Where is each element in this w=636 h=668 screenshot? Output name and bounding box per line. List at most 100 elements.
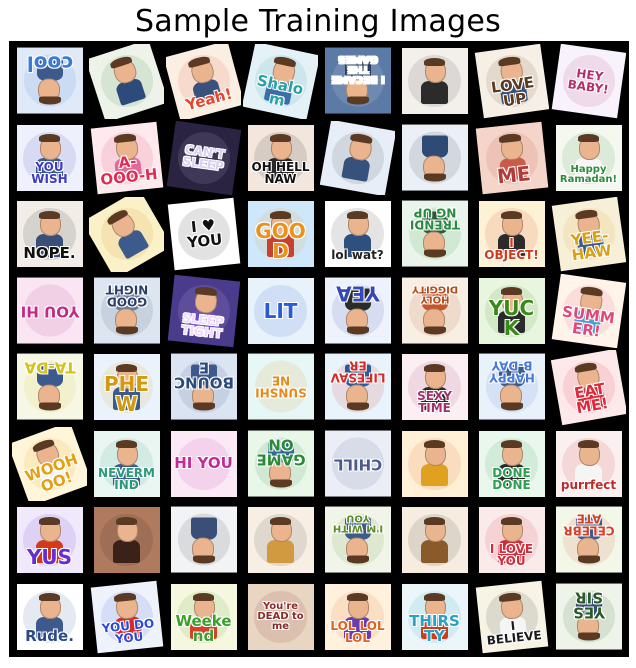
sample-image-tile: SEXY TIME — [397, 350, 472, 425]
sticker-image: Weekend — [170, 583, 237, 650]
sticker-image: cool — [16, 48, 83, 115]
sticker-image: A-OOO-H — [90, 121, 163, 194]
background-shape — [254, 590, 307, 643]
sticker-image: YOU WISH — [16, 124, 83, 191]
avatar-body — [344, 234, 371, 257]
sample-image-tile: HAPPY B-DAY — [474, 350, 549, 425]
sample-image-tile: YUCK — [474, 274, 549, 349]
sticker-caption: YEE-HAW — [569, 226, 613, 265]
sample-image-tile: SLEEP TIGHT — [166, 274, 241, 349]
avatar-body — [498, 463, 525, 487]
sticker-image: SUNSHINE — [247, 354, 314, 421]
sticker-image: You're DEAD to me — [247, 583, 314, 650]
avatar-hair — [269, 210, 292, 219]
avatar-hair — [115, 440, 138, 448]
avatar-hair — [423, 593, 446, 601]
avatar-hair — [423, 516, 446, 525]
sample-image-tile — [397, 121, 472, 196]
avatar-hair — [577, 134, 600, 142]
sticker-image: LOL LOL LOL — [324, 583, 391, 650]
sample-image-tile: LIT — [243, 274, 318, 349]
sticker-caption: HEY BABY! — [566, 66, 609, 97]
sticker-image — [401, 48, 468, 115]
avatar-hair — [38, 134, 61, 142]
sticker-image: TA-DA — [16, 354, 83, 421]
sticker-caption: NOPE. — [23, 244, 76, 263]
sample-image-tile: I BECAME THE GAMES — [320, 44, 395, 119]
sticker-caption: LIFESAVER — [330, 359, 385, 386]
avatar-body — [421, 387, 448, 410]
sample-image-tile: DONE DONE — [474, 427, 549, 502]
sticker-caption: HOLY DIGGITY — [411, 283, 458, 305]
sample-image-tile — [89, 44, 164, 119]
avatar-hair — [38, 210, 61, 219]
sticker-image: BOUNCE — [170, 354, 237, 421]
sticker-image: TRENDING UP — [401, 201, 468, 268]
sample-image-tile — [397, 503, 472, 578]
sticker-caption: GOOD — [255, 219, 306, 264]
avatar-hair — [346, 326, 369, 335]
avatar-hair — [577, 440, 600, 448]
sticker-caption: LIT — [263, 298, 298, 323]
sticker-caption: CELEBRATE — [562, 512, 615, 539]
sticker-caption: YOU DO YOU — [100, 615, 155, 646]
sticker-caption: NEVERMIND — [98, 465, 155, 492]
sticker-image — [401, 124, 468, 191]
sticker-image: YUCK — [478, 277, 545, 344]
sticker-caption: YUS — [26, 545, 73, 570]
sticker-image — [401, 507, 468, 574]
sticker-image: HAPPY B-DAY — [478, 354, 545, 421]
avatar-body — [113, 387, 140, 410]
sticker-image: YUS — [16, 507, 83, 574]
sticker-caption: YUCK — [488, 295, 535, 340]
avatar-hair — [423, 326, 446, 335]
avatar-body — [421, 540, 448, 563]
avatar-body — [36, 616, 63, 640]
sample-image-tile: lol wat? — [320, 197, 395, 272]
sample-image-tile: I LOVE YOU — [474, 503, 549, 578]
sample-image-tile: purrfect — [551, 427, 626, 502]
avatar-body — [344, 616, 371, 640]
sample-image-tile: ME — [474, 121, 549, 196]
sticker-caption: CAN'T SLEEP — [181, 142, 226, 174]
sticker-image: I LOVE YOU — [478, 507, 545, 574]
sticker-image: GAME ON — [247, 430, 314, 497]
sticker-image: SUMMER! — [551, 273, 626, 348]
sticker-image: Yeah! — [166, 44, 241, 119]
sample-image-tile: GOOD NIGHT — [89, 274, 164, 349]
sticker-image: YES SIR — [555, 583, 622, 650]
sample-image-tile: TRENDING UP — [397, 197, 472, 272]
sticker-image — [320, 120, 395, 195]
avatar-hair — [38, 593, 61, 601]
sticker-image — [89, 44, 164, 119]
sample-image-tile: cool — [12, 44, 87, 119]
sample-image-tile: Happy Ramadan! — [551, 121, 626, 196]
avatar-body — [421, 81, 448, 104]
avatar-body — [267, 234, 294, 257]
sticker-caption: A-OOO-H — [99, 151, 158, 189]
sample-image-tile: HEY BABY! — [551, 44, 626, 119]
sticker-image: YEA — [324, 277, 391, 344]
sticker-caption: LOL LOL LOL — [330, 618, 385, 645]
sticker-image: YEE-HAW — [551, 197, 626, 272]
sticker-caption: Weekend — [175, 611, 232, 645]
avatar-hair — [423, 440, 446, 448]
sample-image-tile: Weekend — [166, 580, 241, 655]
avatar-body — [113, 463, 140, 487]
sample-image-tile — [89, 503, 164, 578]
avatar-body — [113, 540, 140, 563]
sticker-image: I ♥ YOU — [167, 198, 240, 271]
sticker-image: OH HELL NAW — [247, 124, 314, 191]
sticker-caption: You're DEAD to me — [257, 600, 304, 632]
sticker-image: HEY BABY! — [551, 44, 626, 119]
sample-image-tile: LOVE UP — [474, 44, 549, 119]
sample-image-tile: YEA — [320, 274, 395, 349]
sticker-image — [89, 197, 164, 272]
avatar-hair — [192, 593, 215, 601]
avatar-body — [498, 540, 525, 563]
sticker-caption: HI YOU — [174, 454, 233, 473]
avatar-hair — [38, 516, 61, 525]
avatar-hair — [38, 96, 61, 105]
sticker-image: SEXY TIME — [401, 354, 468, 421]
avatar-hair — [500, 440, 523, 448]
